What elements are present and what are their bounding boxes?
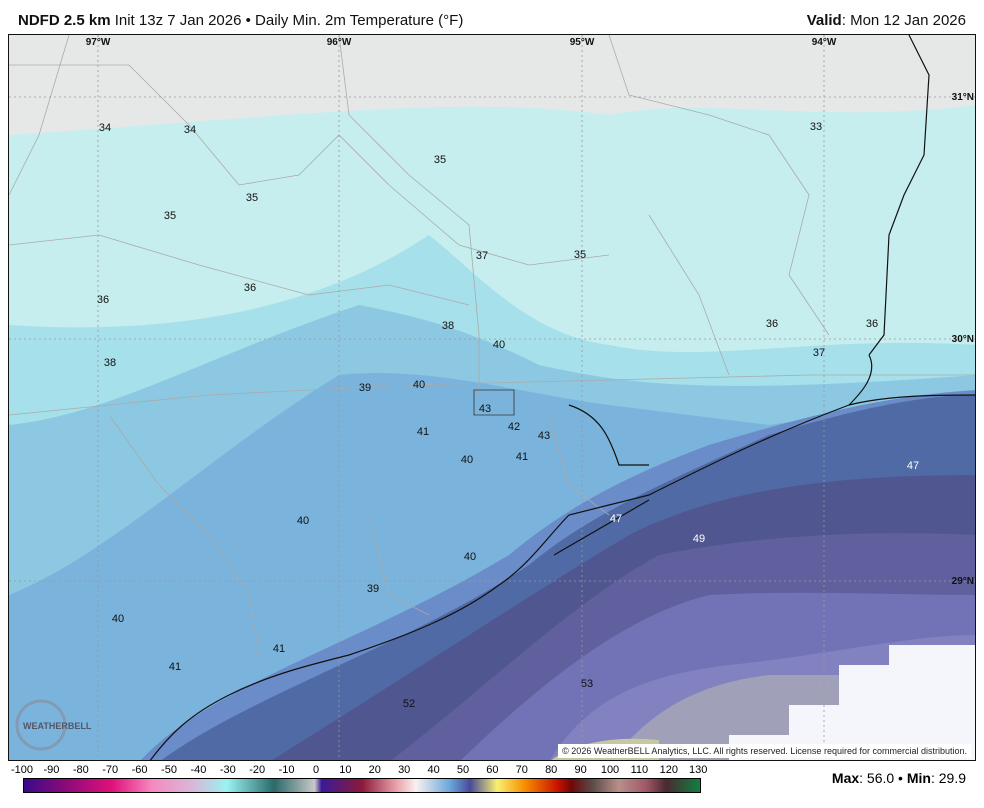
temperature-value: 39 xyxy=(359,382,371,394)
colorbar-tick: -50 xyxy=(161,764,177,776)
svg-text:WEATHERBELL: WEATHERBELL xyxy=(23,721,92,731)
temperature-value: 38 xyxy=(104,357,116,369)
copyright-notice: © 2026 WeatherBELL Analytics, LLC. All r… xyxy=(558,744,971,758)
temperature-value: 47 xyxy=(610,513,622,525)
temperature-value: 49 xyxy=(693,533,705,545)
valid-value: : Mon 12 Jan 2026 xyxy=(841,12,966,29)
colorbar-tick: -90 xyxy=(43,764,60,776)
model-name: NDFD 2.5 km xyxy=(18,12,111,29)
latitude-label: 30°N xyxy=(952,334,974,345)
temperature-value: 40 xyxy=(413,379,425,391)
temperature-value: 34 xyxy=(99,122,111,134)
temperature-value: 40 xyxy=(461,454,473,466)
colorbar xyxy=(23,778,701,793)
temperature-value: 40 xyxy=(112,613,124,625)
colorbar-tick: 50 xyxy=(456,764,470,776)
colorbar-tick: -100 xyxy=(10,764,34,776)
colorbar-tick: 120 xyxy=(659,764,678,776)
temperature-value: 34 xyxy=(184,124,196,136)
weatherbell-logo: WEATHERBELL xyxy=(15,699,92,751)
temperature-value: 35 xyxy=(246,192,258,204)
temperature-value: 43 xyxy=(479,403,491,415)
temperature-value: 41 xyxy=(273,643,285,655)
longitude-label: 94°W xyxy=(812,37,837,48)
temperature-value: 35 xyxy=(164,210,176,222)
temperature-map[interactable]: 97°W 96°W 95°W 94°W 31°N 30°N 29°N 34 34 35 33 35 35… xyxy=(8,34,976,761)
max-label: Max xyxy=(831,770,860,786)
temperature-value: 33 xyxy=(810,121,822,133)
colorbar-tick: -30 xyxy=(219,764,236,776)
colorbar-tick: 70 xyxy=(515,764,528,776)
colorbar-tick: -20 xyxy=(249,764,266,776)
max-min-stats: Max: 56.0 • Min: 29.9 xyxy=(832,770,966,786)
temperature-value: 39 xyxy=(367,583,379,595)
temperature-value: 42 xyxy=(508,421,520,433)
temperature-value: 37 xyxy=(476,250,488,262)
colorbar-ticks: -100 -90 -80 -70 -60 -50 -40 -30 -20 -10 0 10 20 30 40… xyxy=(10,764,707,778)
temperature-value: 40 xyxy=(464,551,476,563)
temperature-value: 36 xyxy=(866,318,878,330)
min-value: : 29.9 xyxy=(930,770,966,786)
longitude-label: 97°W xyxy=(86,37,111,48)
colorbar-tick: -40 xyxy=(190,764,207,776)
temperature-value: 40 xyxy=(297,515,309,527)
colorbar-tick: 80 xyxy=(545,764,558,776)
valid-label: Valid xyxy=(806,12,842,29)
temperature-value: 40 xyxy=(493,339,505,351)
colorbar-tick: 110 xyxy=(630,764,649,776)
colorbar-tick: 130 xyxy=(689,764,708,776)
colorbar-tick: -10 xyxy=(278,764,295,776)
colorbar-tick: -70 xyxy=(102,764,119,776)
map-description: Init 13z 7 Jan 2026 • Daily Min. 2m Temp… xyxy=(114,12,464,29)
temperature-value: 35 xyxy=(574,249,586,261)
colorbar-tick: 0 xyxy=(312,764,320,776)
temperature-value: 36 xyxy=(766,318,778,330)
max-value: : 56.0 xyxy=(859,770,895,786)
temperature-value: 36 xyxy=(244,282,256,294)
map-canvas: 97°W 96°W 95°W 94°W 31°N 30°N 29°N 34 34 35 33 35 35… xyxy=(9,35,975,760)
coastline xyxy=(149,394,975,760)
min-label: Min xyxy=(906,770,931,786)
temperature-value: 43 xyxy=(538,430,550,442)
longitude-label: 96°W xyxy=(327,37,352,48)
temperature-value: 47 xyxy=(907,460,919,472)
temperature-value: 53 xyxy=(581,678,593,690)
colorbar-tick: 100 xyxy=(600,764,620,776)
temperature-value: 36 xyxy=(97,294,109,306)
colorbar-tick: 10 xyxy=(339,764,352,776)
colorbar-tick: -80 xyxy=(72,764,89,776)
temperature-value: 41 xyxy=(169,661,181,673)
temperature-value: 41 xyxy=(516,451,528,463)
temperature-value: 35 xyxy=(434,154,446,166)
temperature-value: 38 xyxy=(442,320,454,332)
colorbar-tick: 60 xyxy=(486,764,499,776)
longitude-label: 95°W xyxy=(570,37,595,48)
latitude-label: 29°N xyxy=(952,576,974,587)
temperature-value: 41 xyxy=(417,426,429,438)
colorbar-tick: 30 xyxy=(398,764,411,776)
valid-time: Valid: Mon 12 Jan 2026 xyxy=(807,12,966,29)
temperature-value: 37 xyxy=(813,347,825,359)
map-title: NDFD 2.5 km Init 13z 7 Jan 2026 • Daily … xyxy=(18,12,463,29)
latitude-label: 31°N xyxy=(952,92,974,103)
colorbar-tick: 20 xyxy=(368,764,381,776)
separator: • xyxy=(894,770,907,786)
colorbar-tick: 40 xyxy=(427,764,440,776)
colorbar-tick: -60 xyxy=(131,764,148,776)
temperature-value: 52 xyxy=(403,698,415,710)
colorbar-tick: 90 xyxy=(574,764,587,776)
